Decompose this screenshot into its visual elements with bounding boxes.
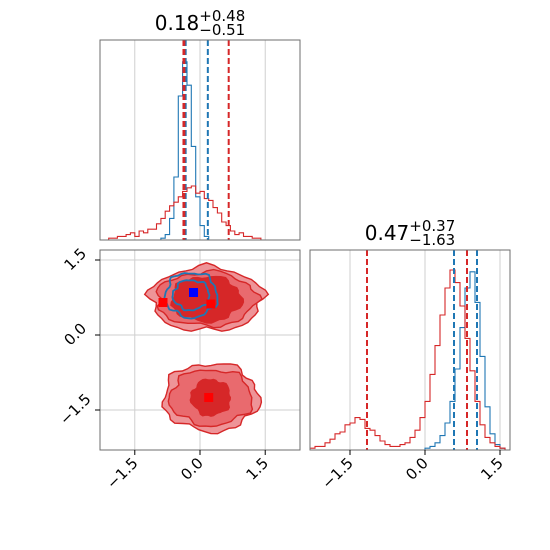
right-histograms <box>310 269 510 450</box>
top-title-lower: −0.51 <box>199 21 245 39</box>
top-hist-series-0 <box>100 61 300 240</box>
right-title-lower: −1.63 <box>409 231 455 249</box>
joint-xtick-label-1: 0.0 <box>177 454 207 484</box>
marker-2 <box>204 393 214 402</box>
joint-markers <box>158 288 216 402</box>
blue-contour-level-0 <box>163 272 219 320</box>
marker-3 <box>189 288 198 297</box>
right-xtick-label-1: 0.0 <box>402 454 432 484</box>
top-panel-frame <box>99 39 301 241</box>
right-xtick-label-2: 1.5 <box>477 454 507 484</box>
top-title: 0.18+0.48 −0.51 <box>155 7 246 39</box>
joint-x-ticks: −1.5 0.0 1.5 <box>103 450 272 493</box>
top-quantile-lines <box>182 40 230 240</box>
joint-contours <box>143 262 270 435</box>
joint-ytick-label-0: −1.5 <box>56 390 94 428</box>
top-title-value: 0.18 <box>155 11 200 35</box>
blue-contour-level-1 <box>171 279 211 312</box>
joint-ytick-label-2: 1.5 <box>60 244 90 274</box>
top-histograms <box>100 61 300 240</box>
right-title: 0.47+0.37 −1.63 <box>365 217 456 249</box>
joint-y-ticks: −1.5 0.0 1.5 <box>56 244 100 429</box>
joint-xtick-label-2: 1.5 <box>242 454 272 484</box>
right-xtick-label-0: −1.5 <box>318 454 356 492</box>
joint-xtick-label-0: −1.5 <box>103 454 141 492</box>
joint-ytick-label-1: 0.0 <box>60 319 90 349</box>
right-x-ticks: −1.5 0.0 1.5 <box>318 450 507 493</box>
top-hist-series-1 <box>100 185 300 240</box>
right-quantile-lines <box>366 250 478 450</box>
right-panel-frame <box>309 249 511 451</box>
right-title-value: 0.47 <box>365 221 410 245</box>
top-title-upper: +0.48 <box>199 7 245 25</box>
marker-1 <box>206 299 216 309</box>
marginal-panel-right: −1.5 0.0 1.5 0.47+0.37 −1.63 <box>309 217 511 493</box>
marker-0 <box>158 298 168 307</box>
right-title-upper: +0.37 <box>409 217 455 235</box>
marginal-panel-top: 0.18+0.48 −0.51 <box>99 7 301 241</box>
right-hist-series-1 <box>310 269 510 450</box>
right-hist-series-0 <box>310 271 510 450</box>
joint-panel: −1.5 0.0 1.5 −1.5 0.0 1.5 <box>56 244 301 493</box>
